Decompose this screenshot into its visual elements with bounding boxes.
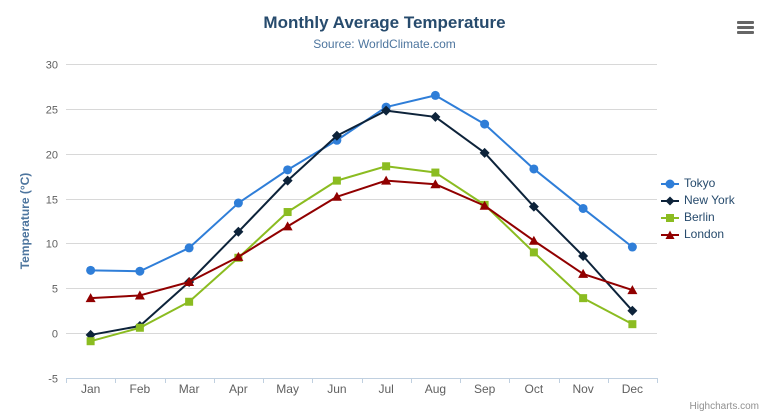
data-point-tokyo[interactable] [480, 119, 490, 129]
data-point-berlin[interactable] [431, 168, 440, 177]
credits-link[interactable]: Highcharts.com [689, 401, 759, 412]
series-line-berlin[interactable] [90, 165, 633, 343]
data-point-london[interactable] [430, 179, 441, 189]
x-axis-label: Apr [229, 382, 248, 396]
data-point-london[interactable] [85, 293, 96, 303]
data-point-new-york[interactable] [479, 147, 490, 158]
data-point-london[interactable] [528, 235, 539, 245]
chart-title: Monthly Average Temperature [263, 13, 506, 32]
legend-marker-triangle-icon [661, 230, 679, 239]
y-axis-label: 25 [46, 105, 58, 117]
data-point-london[interactable] [381, 175, 392, 185]
y-axis-label: 10 [46, 239, 58, 251]
data-point-new-york[interactable] [233, 226, 244, 237]
data-point-tokyo[interactable] [233, 198, 243, 208]
data-point-london[interactable] [578, 268, 589, 278]
data-point-tokyo[interactable] [283, 165, 293, 175]
data-point-tokyo[interactable] [529, 164, 539, 174]
legend-label: London [684, 227, 725, 241]
x-axis-label: May [276, 382, 299, 396]
data-point-berlin[interactable] [135, 323, 144, 332]
data-point-tokyo[interactable] [86, 265, 96, 275]
legend-item-tokyo[interactable]: Tokyo [661, 177, 735, 190]
data-point-london[interactable] [134, 290, 145, 300]
legend-item-new-york[interactable]: New York [661, 194, 735, 207]
legend-marker-circle-icon [661, 179, 679, 188]
y-axis-label: -5 [48, 374, 58, 386]
data-point-new-york[interactable] [627, 305, 638, 316]
x-axis-label: Nov [572, 382, 593, 396]
x-axis-label: Oct [525, 382, 544, 396]
data-point-london[interactable] [627, 285, 638, 295]
legend-item-berlin[interactable]: Berlin [661, 211, 735, 224]
data-point-tokyo[interactable] [184, 243, 194, 253]
data-point-london[interactable] [479, 200, 490, 210]
legend-label: Berlin [684, 210, 715, 224]
data-point-berlin[interactable] [579, 294, 588, 303]
data-point-london[interactable] [282, 221, 293, 231]
y-axis-label: 30 [46, 60, 58, 72]
series-line-new-york[interactable] [90, 109, 634, 336]
data-point-tokyo[interactable] [627, 242, 637, 252]
y-axis-label: 20 [46, 150, 58, 162]
legend-marker-diamond-icon [661, 196, 679, 205]
data-point-berlin[interactable] [529, 248, 538, 257]
y-axis-label: 5 [52, 284, 58, 296]
legend-label: New York [684, 193, 735, 207]
y-axis-label: 0 [52, 329, 58, 341]
x-axis-label: Aug [425, 382, 446, 396]
legend-label: Tokyo [684, 176, 716, 190]
x-axis-label: Feb [130, 382, 151, 396]
data-point-new-york[interactable] [381, 105, 392, 116]
data-point-berlin[interactable] [382, 162, 391, 171]
data-point-berlin[interactable] [86, 337, 95, 346]
hamburger-menu-icon [737, 21, 754, 24]
x-axis-label: Jul [378, 382, 393, 396]
hamburger-menu-icon [737, 26, 754, 29]
data-point-berlin[interactable] [185, 297, 194, 306]
x-axis-label: Sep [474, 382, 496, 396]
chart-subtitle: Source: WorldClimate.com [313, 37, 456, 51]
data-point-berlin[interactable] [283, 208, 292, 217]
context-menu-button[interactable] [737, 21, 754, 34]
data-point-new-york[interactable] [430, 111, 441, 122]
data-point-new-york[interactable] [578, 250, 589, 261]
y-axis-label: 15 [46, 195, 58, 207]
x-axis-label: Jan [81, 382, 100, 396]
x-axis-label: Mar [179, 382, 200, 396]
hamburger-menu-icon [737, 31, 754, 34]
data-point-berlin[interactable] [332, 176, 341, 185]
data-point-new-york[interactable] [282, 175, 293, 186]
data-point-tokyo[interactable] [135, 266, 145, 276]
data-point-new-york[interactable] [528, 201, 539, 212]
data-point-tokyo[interactable] [578, 203, 588, 213]
legend-item-london[interactable]: London [661, 228, 735, 241]
data-point-berlin[interactable] [628, 320, 637, 329]
data-point-london[interactable] [184, 277, 195, 287]
data-point-london[interactable] [233, 251, 244, 261]
series-line-tokyo[interactable] [90, 94, 633, 273]
x-axis-label: Jun [327, 382, 346, 396]
y-axis-title: Temperature (°C) [18, 172, 32, 270]
legend: Tokyo New York Berlin London [661, 177, 735, 241]
series-line-london[interactable] [90, 179, 633, 300]
data-point-tokyo[interactable] [430, 90, 440, 100]
legend-marker-square-icon [661, 213, 679, 222]
data-point-new-york[interactable] [331, 130, 342, 141]
data-point-london[interactable] [331, 191, 342, 201]
x-axis-label: Dec [622, 382, 643, 396]
